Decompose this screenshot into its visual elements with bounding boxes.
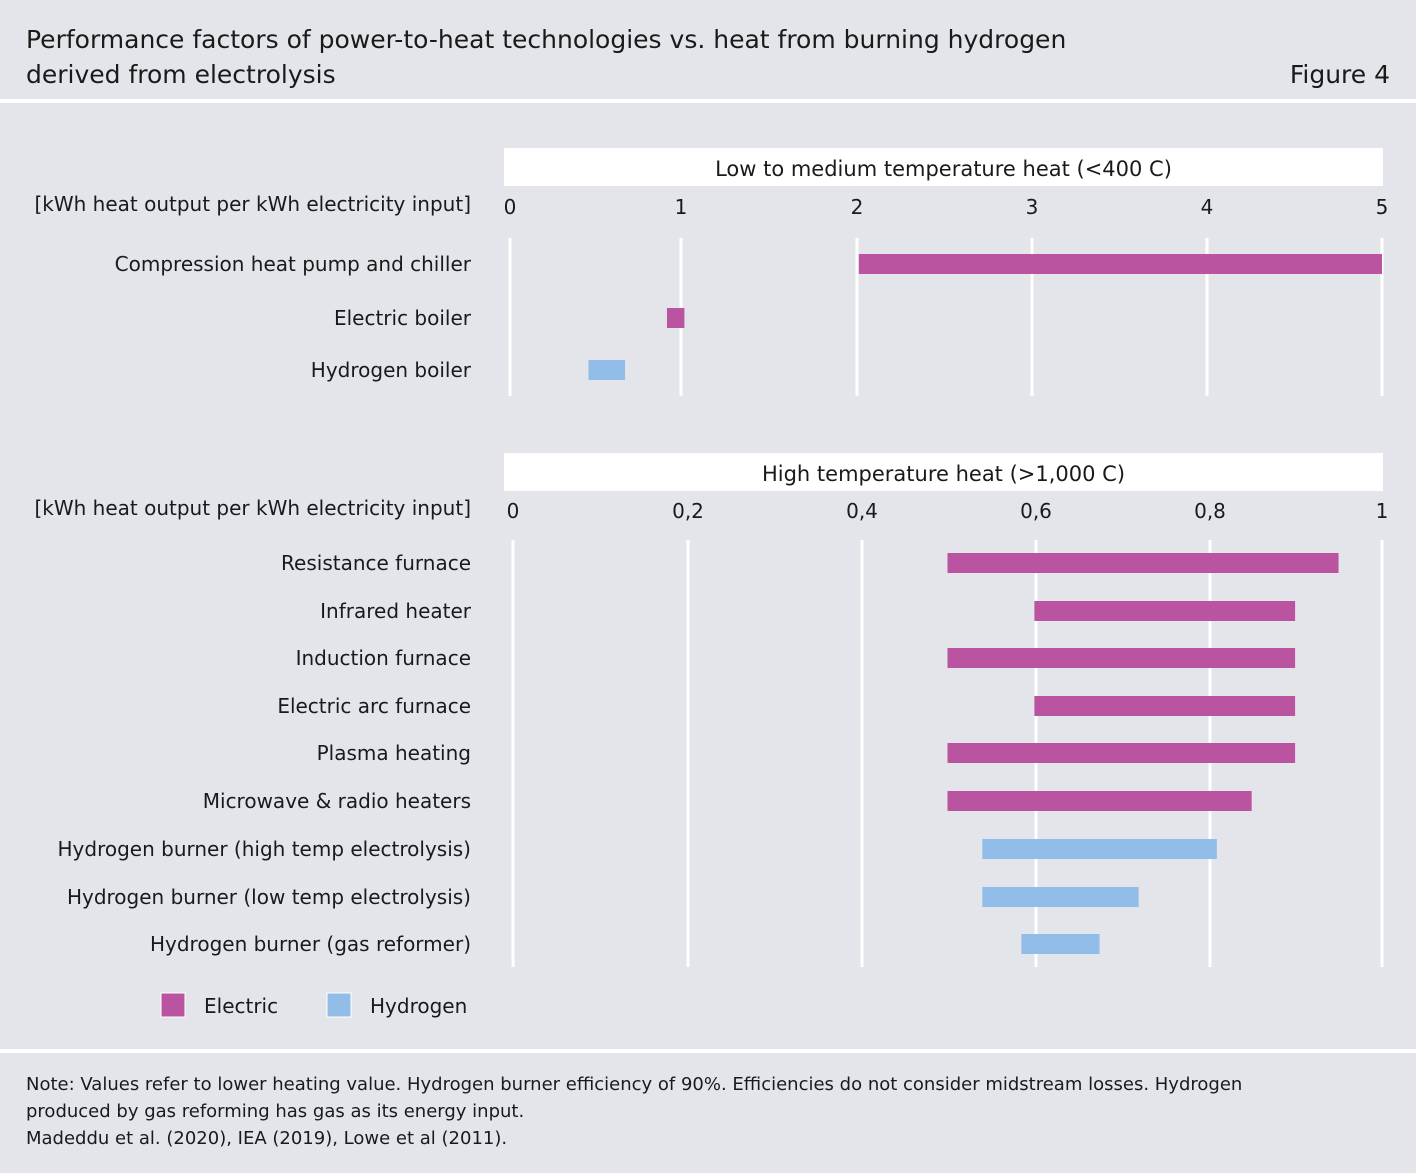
x-tick-label: 0 [504,195,517,219]
bar-compression-heat-pump-and-chiller [858,254,1382,274]
panel-header-box-2 [504,453,1383,491]
bar-hydrogen-boiler [588,360,626,380]
category-label-hydrogen-burner-low-temp-electrolysis: Hydrogen burner (low temp electrolysis) [67,885,471,909]
category-label-electric-arc-furnace: Electric arc furnace [277,694,471,718]
bar-plasma-heating [947,743,1296,763]
source-line: Madeddu et al. (2020), IEA (2019), Lowe … [26,1128,508,1149]
note-line-1: Note: Values refer to lower heating valu… [26,1074,1243,1095]
bar-infrared-heater [1034,601,1296,621]
note-line-2: produced by gas reforming has gas as its… [26,1101,525,1122]
category-label-resistance-furnace: Resistance furnace [281,551,471,575]
category-label-hydrogen-burner-gas-reformer: Hydrogen burner (gas reformer) [150,932,471,956]
bar-resistance-furnace [947,553,1339,573]
performance-factors-chart: Low to medium temperature heat (<400 C) [… [34,148,1389,1018]
bar-electric-arc-furnace [1034,696,1296,716]
x-tick-label: 3 [1026,195,1039,219]
figure-header: Performance factors of power-to-heat tec… [26,22,1390,92]
footer-divider [0,1049,1416,1053]
notes-block: Note: Values refer to lower heating valu… [26,1071,1396,1152]
bar-hydrogen-burner-low-temp-electrolysis [982,887,1139,907]
panel-title-2: High temperature heat (>1,000 C) [762,462,1125,486]
legend-label-hydrogen: Hydrogen [370,994,467,1018]
figure-title-line-2: derived from electrolysis [26,60,336,89]
category-label-hydrogen-burner-high-temp-electrolysis: Hydrogen burner (high temp electrolysis) [58,837,472,861]
legend-swatch-electric [160,992,186,1018]
bar-hydrogen-burner-gas-reformer [1021,934,1100,954]
header-divider [0,99,1416,103]
bar-hydrogen-burner-high-temp-electrolysis [982,839,1217,859]
x-tick-label: 2 [851,195,864,219]
bar-microwave-radio-heaters [947,791,1252,811]
category-label-compression-heat-pump-and-chiller: Compression heat pump and chiller [115,252,472,276]
x-tick-label: 0,2 [672,499,704,523]
x-tick-label: 4 [1201,195,1214,219]
y-unit-label-2: [kWh heat output per kWh electricity inp… [34,496,471,520]
x-tick-label: 0,8 [1194,499,1226,523]
x-tick-label: 1 [1376,499,1389,523]
panel-title-1: Low to medium temperature heat (<400 C) [715,157,1172,181]
x-tick-label: 0,4 [846,499,878,523]
figure-number: Figure 4 [1289,60,1390,89]
y-unit-label-1: [kWh heat output per kWh electricity inp… [34,192,471,216]
category-label-microwave-radio-heaters: Microwave & radio heaters [203,789,471,813]
category-label-hydrogen-boiler: Hydrogen boiler [311,358,472,382]
category-label-electric-boiler: Electric boiler [334,306,472,330]
bar-electric-boiler [666,308,685,328]
panel-header-box-1 [504,148,1383,186]
bar-induction-furnace [947,648,1296,668]
legend-swatch-hydrogen [326,992,352,1018]
x-tick-label: 0,6 [1020,499,1052,523]
category-label-induction-furnace: Induction furnace [296,646,471,670]
figure-title-line-1: Performance factors of power-to-heat tec… [26,25,1067,54]
legend-label-electric: Electric [204,994,278,1018]
x-tick-label: 1 [675,195,688,219]
category-label-plasma-heating: Plasma heating [317,741,471,765]
x-tick-label: 0 [507,499,520,523]
x-tick-label: 5 [1376,195,1389,219]
category-label-infrared-heater: Infrared heater [320,599,472,623]
